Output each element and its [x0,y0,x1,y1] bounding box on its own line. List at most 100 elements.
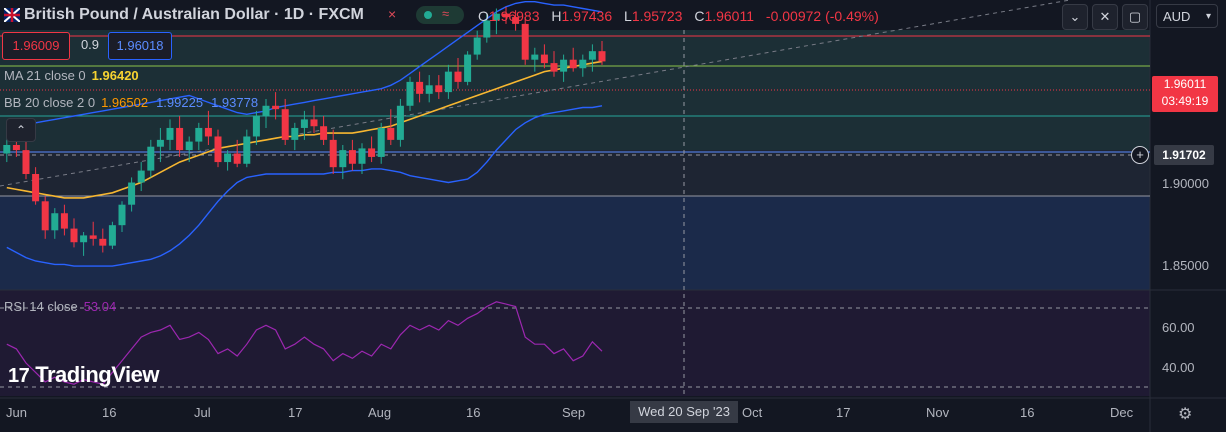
bb-legend-name: BB 20 close 2 0 [4,95,96,110]
bb-legend[interactable]: BB 20 close 2 0 1.96502 1.99225 1.93778 [4,95,258,110]
candle-body [166,127,174,140]
ma-legend[interactable]: MA 21 close 0 1.96420 [4,68,139,83]
rsi-pane-background [0,290,1150,396]
x-tick-label: 17 [288,405,303,420]
x-tick-label: Oct [742,405,763,420]
candle-body [521,23,529,60]
collapse-legend-button[interactable]: ⌃ [6,118,36,142]
x-tick-label: Jul [194,405,211,420]
candle-body [41,201,49,231]
x-tick-label: 16 [102,405,117,420]
candle-body [512,17,520,24]
candle-body [560,59,568,72]
candle-body [60,213,68,229]
candle-body [377,127,385,157]
ohlc-low-key: L [624,8,632,24]
gear-icon[interactable]: ⚙ [1178,406,1193,423]
layout-button[interactable]: ▢ [1122,4,1148,30]
candle-body [320,126,328,140]
candle-body [473,37,481,55]
rsi-tick-label: 60.00 [1162,320,1195,335]
candle-body [233,153,241,164]
candle-body [185,141,193,151]
candle-body [22,150,30,174]
candle-body [291,127,299,140]
candle-body [118,204,126,226]
candle-body [329,139,337,168]
add-alert-icon[interactable]: + [1131,146,1149,164]
candle-body [80,235,88,243]
tradingview-logo-text: TradingView [35,362,159,387]
position-zone-lower [0,196,1150,290]
candle-body [214,136,222,163]
rsi-legend-name: RSI 14 close [4,299,78,314]
x-tick-label: 16 [466,405,481,420]
candle-body [598,51,606,62]
y-tick-label: 1.85000 [1162,258,1209,273]
ohlc-readout: O1.96983 H1.97436 L1.95723 C1.96011 -0.0… [478,8,887,24]
candle-body [358,148,366,164]
x-tick-label: 17 [836,405,851,420]
last-price-label: 1.96011 03:49:19 [1152,76,1218,112]
candle-body [147,146,155,171]
gbp-aud-flag-icon [4,8,20,22]
buy-button[interactable]: 1.96018 [108,32,172,60]
candle-body [156,139,164,147]
spread-value: 0.9 [80,37,100,52]
candle-body [176,127,184,151]
rsi-legend-value: 53.04 [83,299,117,314]
ohlc-high-key: H [551,8,562,24]
live-dot-icon [424,11,432,19]
candle-body [569,59,577,69]
crosshair-price-label: 1.91702 [1154,145,1214,165]
candle-body [51,213,59,231]
rsi-tick-label: 40.00 [1162,360,1195,375]
candle-body [348,150,356,164]
candle-body [531,54,539,60]
candle-body [137,170,145,183]
candle-body [464,54,472,82]
scroll-down-button[interactable]: ⌄ [1062,4,1088,30]
position-zone-upper [0,30,1150,150]
rsi-legend[interactable]: RSI 14 close 53.04 [4,299,116,314]
x-tick-label: Aug [368,405,392,420]
ohlc-high-value: 1.97436 [561,8,613,24]
symbol-title[interactable]: British Pound / Australian Dollar · 1D ·… [24,6,364,23]
candle-body [435,85,443,93]
candle-body [540,54,548,64]
candle-body [339,150,347,168]
bb-upper-value: 1.99225 [156,95,204,110]
last-price-value: 1.96011 [1163,77,1207,91]
candle-body [454,71,462,82]
candle-body [99,238,107,246]
candle-body [195,127,203,142]
candle-body [502,13,510,18]
x-tick-label: Jun [6,405,27,420]
candle-body [70,228,78,243]
candle-body [272,105,280,110]
ohlc-close-key: C [694,8,705,24]
countdown-value: 03:49:19 [1161,94,1209,108]
ohlc-open-key: O [478,8,489,24]
ohlc-change-value: -0.00972 (-0.49%) [765,8,879,24]
candle-body [406,81,414,106]
currency-select[interactable]: AUD ▾ [1156,4,1218,28]
market-closed-icon[interactable]: × [388,6,397,22]
candle-body [204,127,212,137]
candle-body [492,13,500,21]
ohlc-close-value: 1.96011 [704,8,755,24]
y-tick-label: 1.90000 [1162,176,1209,191]
x-tick-label: 16 [1020,405,1035,420]
bb-upper-line [6,1,603,129]
ma-legend-value: 1.96420 [91,68,139,83]
fullscreen-button[interactable]: ✕ [1092,4,1118,30]
wave-icon: ≈ [442,6,450,21]
candle-body [588,51,596,60]
x-tick-label: Sep [562,405,586,420]
data-status-pill[interactable]: ≈ [416,6,464,24]
candle-body [128,182,136,205]
tradingview-logo[interactable]: 17 TradingView [8,362,159,388]
sell-button[interactable]: 1.96009 [2,32,70,60]
candle-body [425,85,433,94]
